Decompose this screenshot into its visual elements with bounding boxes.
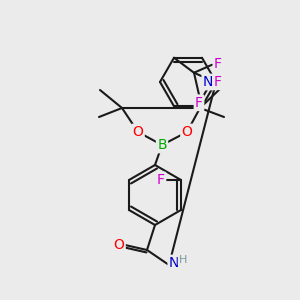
Text: O: O bbox=[133, 125, 143, 139]
Text: O: O bbox=[182, 125, 192, 139]
Text: N: N bbox=[203, 75, 213, 89]
Text: F: F bbox=[195, 96, 203, 110]
Text: F: F bbox=[214, 57, 222, 71]
Text: F: F bbox=[214, 75, 222, 89]
Text: F: F bbox=[157, 173, 165, 187]
Text: H: H bbox=[179, 255, 187, 265]
Text: B: B bbox=[157, 138, 167, 152]
Text: N: N bbox=[169, 256, 179, 270]
Text: O: O bbox=[114, 238, 124, 252]
